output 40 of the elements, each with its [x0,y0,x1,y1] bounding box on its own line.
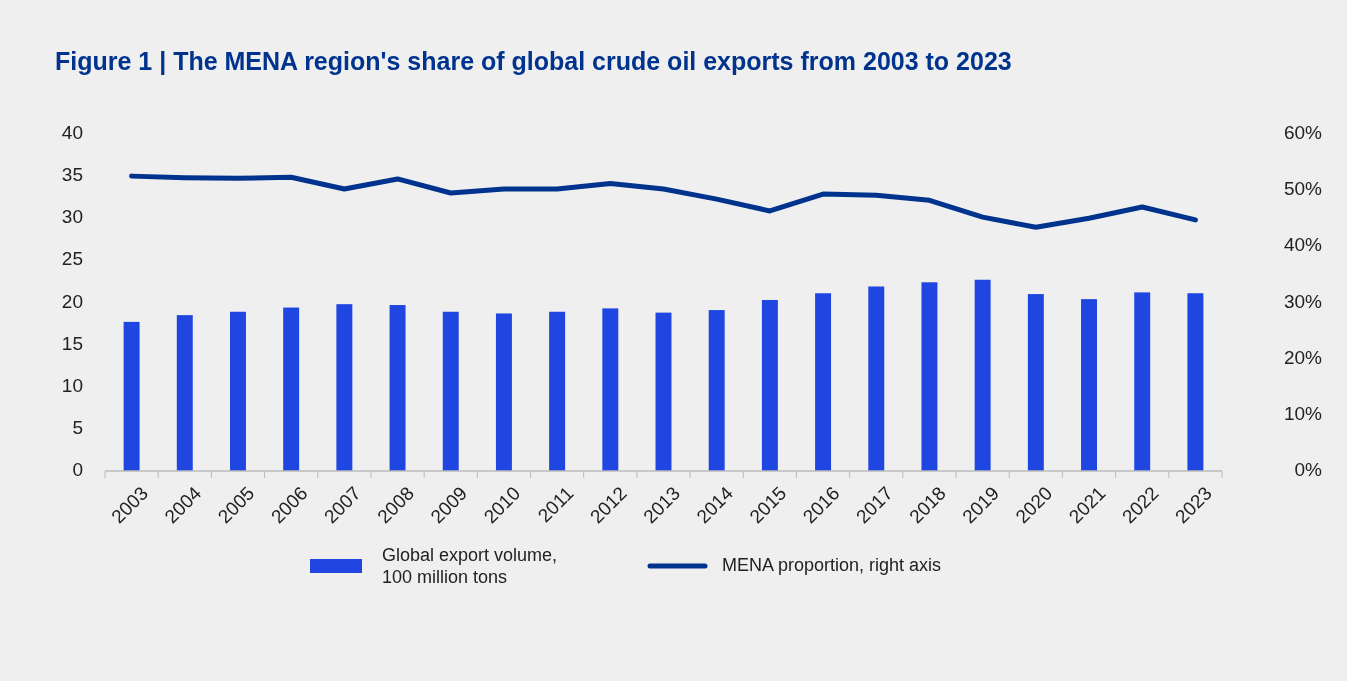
bar [389,305,406,471]
y2-tick-label: 30% [1283,290,1323,312]
y-tick-label: 10 [61,374,83,396]
bar [868,286,885,471]
y2-tick-label: 60% [1283,122,1323,144]
bar [921,282,938,471]
y2-tick-label: 0% [1294,459,1323,481]
bar [761,299,778,471]
bar [1187,293,1204,471]
bar [655,312,672,471]
bar [974,279,991,471]
bar [283,307,300,471]
bar [602,308,619,471]
y2-tick-label: 10% [1283,402,1323,424]
bar [176,315,193,471]
chart-title: Figure 1 | The MENA region's share of global crude oil exports from 2003 to 2023 [55,47,1012,75]
bar [123,321,140,471]
y-tick-label: 35 [61,164,83,186]
bar [230,311,246,471]
bar [549,311,566,471]
y2-tick-label: 40% [1283,234,1323,256]
bar [495,313,512,471]
y-tick-label: 30 [61,206,83,228]
bar [815,293,832,471]
y-tick-label: 5 [72,416,83,438]
legend-label: MENA proportion, right axis [722,555,942,575]
y2-tick-label: 20% [1283,346,1323,368]
bar [442,311,459,471]
bar [1081,299,1098,471]
y-tick-label: 40 [61,122,83,144]
bar [336,304,353,471]
y2-tick-label: 50% [1283,178,1323,200]
y-tick-label: 0 [72,459,83,481]
bar [1134,292,1151,471]
y-tick-label: 15 [61,332,83,354]
y-tick-label: 20 [61,290,83,312]
bar [1027,294,1044,471]
legend-label: Global export volume, 100 million tons [382,545,558,587]
bar [708,310,725,471]
y-tick-label: 25 [61,248,83,270]
